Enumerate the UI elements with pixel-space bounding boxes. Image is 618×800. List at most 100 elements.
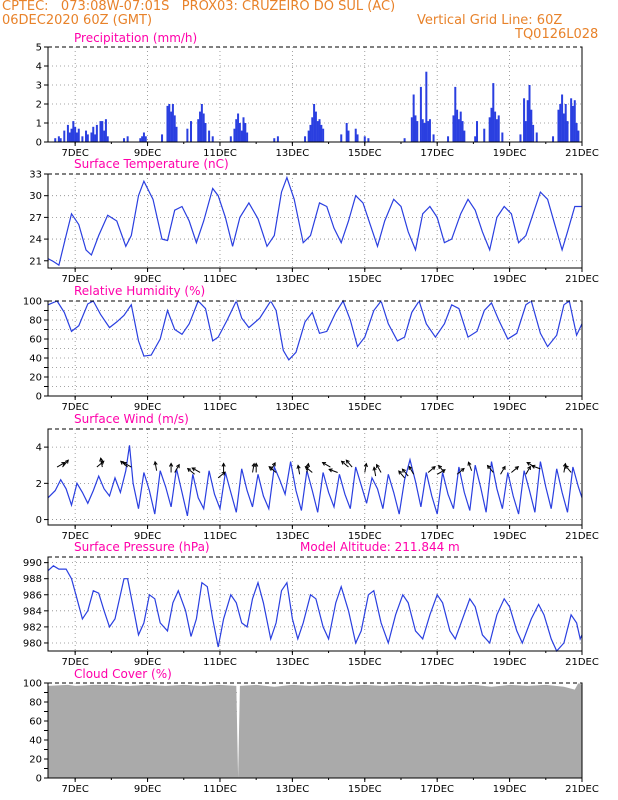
y-tick-label: 988 [23,574,42,585]
rh-title: Relative Humidity (%) [74,284,205,298]
y-tick-label: 990 [23,558,42,569]
wind-arrow-head [304,466,309,471]
precip-bar [495,119,498,142]
wind-arrow-head [408,465,413,470]
y-tick-label: 21 [29,256,42,267]
wind-arrow [322,462,331,468]
precip-bar [476,121,479,142]
wind-arrow [398,470,405,479]
wind-arrow-head [363,462,368,468]
wind-arrow-head [186,467,192,472]
precip-panel [44,46,583,146]
x-tick-label: 7DEC [61,402,88,413]
x-tick-label: 15DEC [348,657,382,668]
precip-bar [345,123,348,142]
precip-bar [276,136,279,142]
precip-bar [57,136,60,142]
wind-arrow [268,466,277,473]
wind-arrow [345,459,353,468]
x-tick-label: 17DEC [420,148,454,159]
precip-bar [242,117,245,142]
precip-bar [197,119,200,142]
precip-bar [314,111,317,142]
wind-arrow [192,467,201,473]
x-tick-label: 17DEC [420,657,454,668]
x-tick-label: 13DEC [276,402,310,413]
wind-arrow [123,462,132,468]
x-tick-label: 9DEC [134,148,161,159]
wind-arrow [468,462,473,471]
precip-bar [166,105,169,142]
y-tick-label: 3 [36,81,42,92]
x-tick-label: 9DEC [134,784,161,795]
precip-bar [483,128,486,142]
precip-bar [316,121,319,142]
precip-bar [186,128,189,142]
precip-bar [307,130,310,142]
precip-bar [552,136,555,142]
wind-arrow-head [530,464,536,469]
wind-frame [47,428,583,526]
precip-bar [190,121,193,142]
y-tick-label: 1 [36,119,42,130]
precip-bar [101,121,104,142]
precip-bar [200,104,203,142]
x-tick-label: 7DEC [61,531,88,542]
y-tick-label: 100 [23,679,42,690]
y-tick-label: 40 [29,354,42,365]
precip-bar [356,134,359,142]
y-tick-label: 984 [23,606,42,617]
precip-bar [367,138,370,142]
y-tick-label: 2 [36,100,42,111]
precip-bar [488,117,491,142]
precip-bar [461,121,464,142]
x-tick-label: 21DEC [565,531,599,542]
y-tick-label: 33 [29,170,42,181]
precip-bar [126,136,129,142]
x-tick-label: 11DEC [203,531,237,542]
wind-title: Surface Wind (m/s) [74,412,189,426]
wind-arrow-head [305,462,311,468]
precip-bar [211,136,214,142]
precip-bar [235,119,238,142]
x-tick-label: 11DEC [203,148,237,159]
wind-arrow [217,471,226,479]
precip-bar [322,128,325,142]
wind-arrow [564,465,572,473]
wind-arrow-head [526,462,531,466]
precip-bar [246,132,249,142]
precip-bar [414,115,417,142]
y-tick-label: 20 [29,755,42,766]
header-station: CPTEC: 073:08W-07:01S PROX03: CRUZEIRO D… [2,0,396,14]
precip-bar [425,71,428,142]
precip-bar [557,109,560,142]
precip-bar [524,121,527,142]
wind-arrow-head [296,464,301,469]
wind-arrow [427,466,436,473]
wind-arrow [525,466,531,475]
precip-bar [170,111,173,142]
x-tick-label: 19DEC [493,402,527,413]
precip-bar [363,136,366,142]
precip-bar [573,100,576,142]
precip-bar [454,86,457,142]
wind-arrow [456,468,465,475]
precip-title: Precipitation (mm/h) [74,31,197,45]
wind-arrow-head [467,461,472,466]
wind-arrow [364,463,367,473]
y-tick-label: 5 [36,43,42,54]
y-tick-label: 0 [36,138,42,149]
temp-title: Surface Temperature (nC) [74,157,229,171]
x-tick-label: 11DEC [203,402,237,413]
x-tick-label: 13DEC [276,657,310,668]
precip-bar [171,104,174,142]
x-tick-label: 7DEC [61,274,88,285]
header-grid-note: Vertical Grid Line: 60Z [417,13,563,28]
precip-bar [229,136,232,142]
precip-bar [311,117,314,142]
wind-arrow-head [372,466,377,471]
y-tick-label: 2 [36,479,42,490]
wind-arrow-head [175,463,180,469]
precip-bar [66,124,69,142]
